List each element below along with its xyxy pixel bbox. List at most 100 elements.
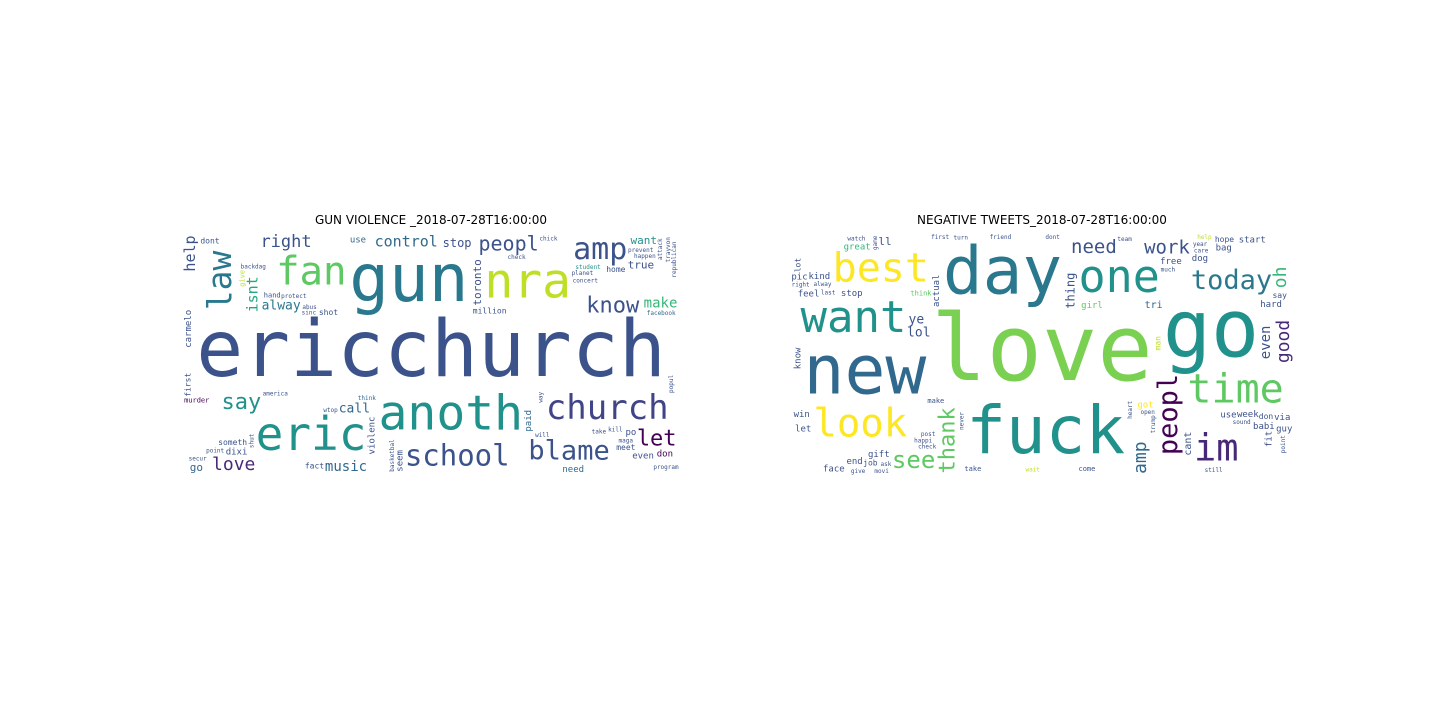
cloud-word-girl: girl (1081, 301, 1103, 311)
cloud-word-student: student (575, 264, 601, 271)
cloud-word-don: don (657, 450, 673, 460)
cloud-word-shut: shut (248, 433, 255, 448)
cloud-word-seem: seem (395, 450, 405, 472)
cloud-word-take: take (964, 465, 981, 473)
cloud-word-start: start (1239, 235, 1266, 245)
cloud-word-wtop: wtop (323, 407, 338, 414)
cloud-word-think: think (910, 289, 932, 297)
cloud-word-know: know (586, 293, 640, 318)
cloud-word-check: check (508, 254, 526, 261)
cloud-word-friend: friend (990, 234, 1012, 241)
cloud-word-kill: kill (608, 426, 623, 433)
cloud-word-paid: paid (524, 410, 534, 432)
cloud-word-maga: maga (619, 437, 634, 444)
cloud-word-sound: sound (1233, 419, 1251, 426)
cloud-word-right: right (792, 281, 810, 288)
cloud-word-want: want (630, 234, 657, 247)
cloud-word-alway: alway (813, 281, 831, 288)
cloud-word-still: still (1205, 467, 1223, 474)
cloud-word-thing: thing (1064, 273, 1078, 309)
cloud-word-today: today (1191, 265, 1272, 296)
cloud-word-last: last (821, 289, 836, 296)
cloud-word-think: think (358, 395, 376, 402)
cloud-word-let: let (637, 426, 677, 451)
cloud-word-take: take (592, 428, 607, 435)
cloud-word-face: face (823, 465, 845, 475)
cloud-word-church: church (546, 388, 669, 428)
negative-tweets-wordcloud-title: NEGATIVE TWEETS_2018-07-28T16:00:00 (917, 213, 1167, 227)
cloud-word-need: need (562, 465, 584, 475)
cloud-word-first: first (183, 373, 192, 397)
gun-violence-wordcloud: ericchurch gun anoth nra eric church school fan… (182, 233, 680, 475)
cloud-word-love: love (212, 454, 255, 475)
cloud-word-fuck: fuck (966, 392, 1125, 469)
cloud-word-man: man (1153, 336, 1162, 351)
cloud-word-shot: shot (319, 308, 338, 317)
cloud-word-school: school (405, 438, 510, 472)
cloud-word-help: help (182, 235, 199, 271)
cloud-word-abus: abus (302, 304, 317, 311)
cloud-word-wait: wait (1025, 467, 1040, 474)
cloud-word-true: true (628, 259, 655, 272)
cloud-word-protect: protect (281, 293, 307, 300)
cloud-word-fan: fan (276, 250, 346, 295)
cloud-word-will: will (535, 432, 550, 439)
cloud-word-dixi: dixi (226, 447, 248, 457)
cloud-word-go: go (190, 461, 203, 474)
cloud-word-day: day (943, 233, 1062, 309)
cloud-word-go: go (1163, 283, 1259, 376)
cloud-word-check: check (918, 443, 936, 450)
cloud-word-hand: hand (264, 291, 281, 299)
cloud-word-win: win (794, 410, 810, 420)
cloud-word-dont: dont (1045, 234, 1060, 241)
cloud-word-point: point (1280, 435, 1287, 453)
cloud-word-way: way (538, 391, 545, 402)
cloud-word-planet: planet (572, 270, 594, 277)
cloud-word-nra: nra (484, 253, 571, 309)
cloud-word-isnt: isnt (243, 276, 261, 312)
cloud-word-ye: ye (909, 313, 925, 328)
cloud-word-control: control (375, 233, 438, 251)
cloud-word-attack: attack (657, 238, 664, 260)
cloud-word-sinc: sinc (302, 310, 317, 317)
cloud-word-love: love (931, 295, 1153, 402)
cloud-word-law: law (200, 250, 239, 310)
cloud-word-trayvon: trayvon (665, 237, 672, 263)
cloud-word-watch: watch (847, 235, 865, 242)
cloud-word-look: look (813, 402, 907, 447)
cloud-word-new: new (804, 331, 927, 410)
cloud-word-point: point (206, 447, 224, 454)
cloud-word-come: come (1078, 465, 1095, 473)
cloud-word-facebook: facebook (647, 310, 676, 317)
cloud-word-give: give (239, 270, 247, 287)
cloud-word-program: program (653, 464, 679, 471)
cloud-word-first: first (931, 234, 949, 241)
cloud-word-call: call (339, 402, 370, 417)
cloud-word-right: right (260, 233, 311, 252)
cloud-word-republican: republican (671, 241, 678, 278)
cloud-word-free: free (1160, 257, 1182, 267)
cloud-word-kind: kind (809, 272, 831, 282)
cloud-word-stop: stop (443, 236, 472, 250)
cloud-word-got: got (1137, 400, 1153, 410)
cloud-word-good: good (1273, 320, 1294, 363)
cloud-word-amp: amp (573, 233, 627, 267)
cloud-word-dont: dont (200, 237, 219, 246)
gun-violence-wordcloud-title: GUN VIOLENCE _2018-07-28T16:00:00 (314, 213, 548, 227)
cloud-word-music: music (325, 459, 367, 475)
cloud-word-babi: babi (1253, 422, 1275, 432)
cloud-word-anoth: anoth (379, 386, 524, 442)
cloud-word-heart: heart (1127, 400, 1134, 418)
cloud-word-time: time (1187, 366, 1283, 412)
cloud-word-even: even (632, 452, 654, 462)
cloud-word-someth: someth (218, 438, 247, 447)
cloud-word-hope: hope (1215, 235, 1234, 244)
cloud-word-stop: stop (841, 289, 863, 299)
cloud-word-gun: gun (349, 240, 468, 317)
cloud-word-tri: tri (1145, 300, 1163, 311)
cloud-word-make: make (644, 296, 678, 312)
cloud-word-trump: trump (1150, 415, 1157, 433)
cloud-word-ll: ll (878, 235, 891, 248)
